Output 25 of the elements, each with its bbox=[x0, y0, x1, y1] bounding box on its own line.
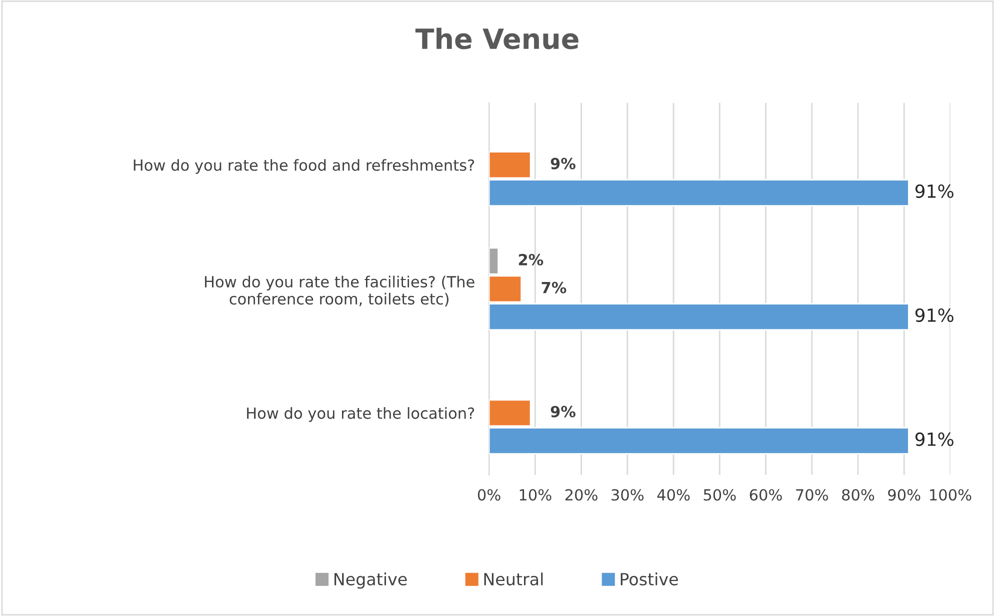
data-label: 9% bbox=[550, 158, 576, 170]
data-label: 91% bbox=[915, 432, 954, 446]
x-tick-label: 60% bbox=[750, 489, 782, 501]
y-tick-label: How do you rate the facilities? (The conference room, toilets etc) bbox=[205, 276, 474, 306]
data-label: 9% bbox=[550, 406, 576, 418]
x-tick-label: 90% bbox=[888, 489, 920, 501]
x-tick-label: 10% bbox=[520, 489, 552, 501]
x-tick-label: 80% bbox=[842, 489, 874, 501]
data-label: 91% bbox=[915, 184, 954, 198]
chart-title: The Venue bbox=[415, 28, 578, 50]
x-tick-label: 50% bbox=[704, 489, 736, 501]
x-tick-label: 70% bbox=[796, 489, 828, 501]
data-label: 91% bbox=[915, 308, 954, 322]
x-tick-label: 40% bbox=[657, 489, 690, 501]
x-tick-label: 100% bbox=[930, 489, 972, 501]
y-tick-label: How do you rate the food and refreshments? bbox=[134, 159, 474, 174]
x-tick-label: 30% bbox=[612, 489, 644, 501]
legend-label: Neutral bbox=[484, 572, 543, 586]
x-tick-label: 20% bbox=[565, 489, 598, 501]
data-label: 7% bbox=[542, 282, 566, 294]
y-tick-label: How do you rate the location? bbox=[247, 407, 474, 422]
legend-label: Postive bbox=[620, 572, 678, 586]
x-tick-label: 0% bbox=[478, 489, 500, 501]
legend-label: Negative bbox=[334, 572, 407, 589]
data-label: 2% bbox=[518, 254, 544, 266]
